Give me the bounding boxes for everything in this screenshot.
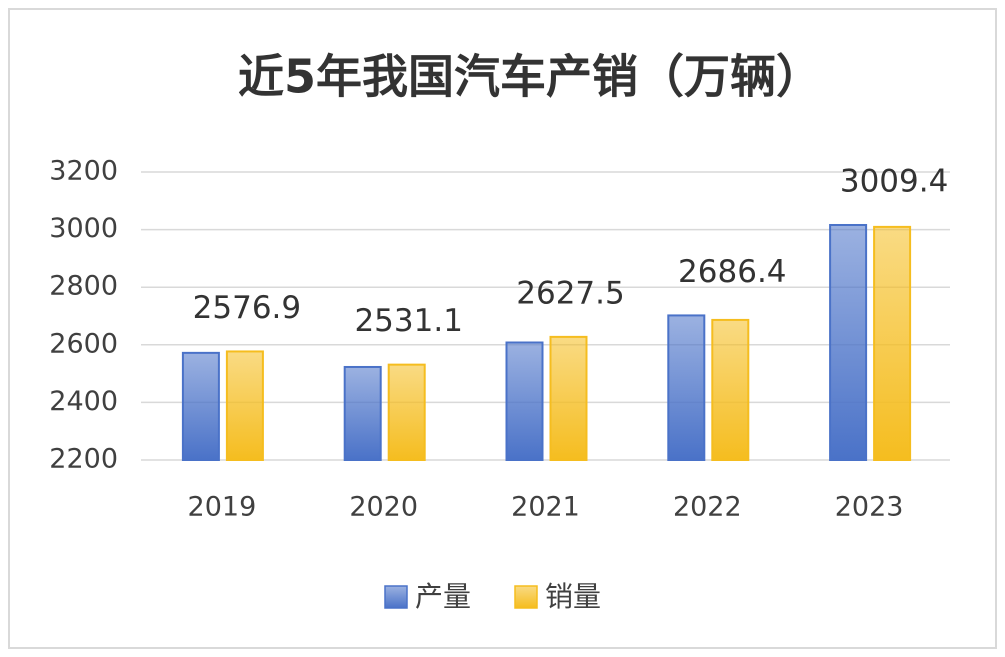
y-tick-label: 2600 — [49, 328, 118, 359]
bar — [181, 351, 220, 462]
legend-label: 产量 — [415, 580, 471, 613]
y-tick-label: 3200 — [49, 156, 118, 187]
bar — [387, 363, 426, 461]
y-tick-label: 2400 — [49, 386, 118, 417]
y-tick-label: 2200 — [49, 444, 118, 475]
legend-label: 销量 — [545, 580, 601, 613]
bar — [667, 314, 706, 462]
bar — [343, 365, 382, 462]
data-label: 2686.4 — [678, 254, 786, 290]
x-tick-label: 2020 — [349, 492, 418, 523]
legend-swatch — [384, 585, 408, 609]
bar — [829, 223, 868, 461]
data-label: 2576.9 — [193, 290, 301, 326]
legend-swatch — [514, 585, 538, 609]
x-tick-label: 2023 — [835, 492, 904, 523]
chart-title: 近5年我国汽车产销（万辆） — [238, 50, 822, 104]
y-tick-label: 2800 — [49, 271, 118, 302]
data-label: 2627.5 — [516, 275, 624, 311]
x-tick-label: 2019 — [188, 492, 257, 523]
data-label: 2531.1 — [354, 303, 462, 339]
bar — [873, 225, 912, 461]
y-tick-label: 3000 — [49, 213, 118, 244]
bar — [505, 341, 544, 461]
bar — [225, 350, 264, 461]
bar — [549, 335, 588, 462]
bar — [711, 318, 750, 462]
x-tick-label: 2022 — [673, 492, 742, 523]
data-label: 3009.4 — [840, 163, 948, 199]
x-tick-label: 2021 — [511, 492, 580, 523]
